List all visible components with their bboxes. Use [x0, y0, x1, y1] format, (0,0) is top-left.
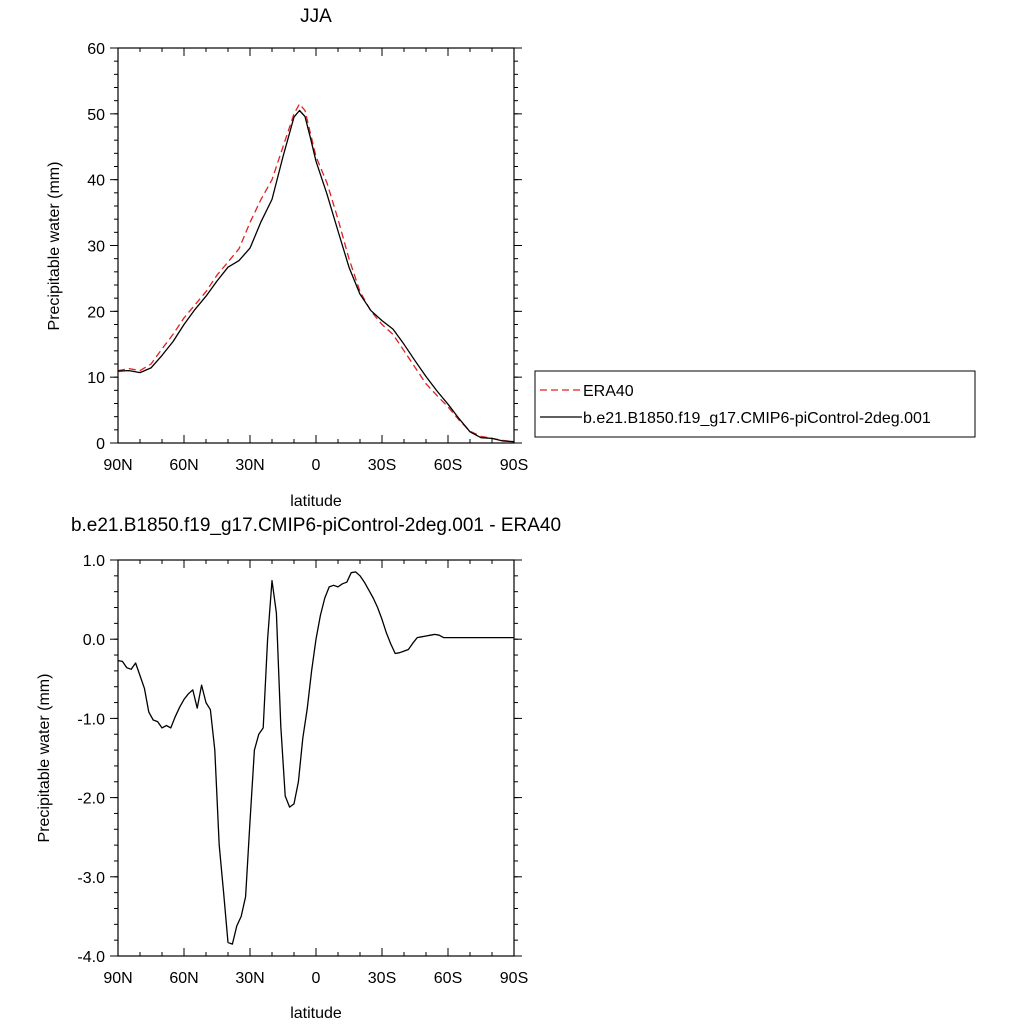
top-x-tick-label: 30S — [368, 457, 396, 474]
bottom-x-tick-label: 60N — [169, 970, 198, 987]
bottom-y-tick-label: -1.0 — [77, 711, 105, 728]
top-y-tick-label: 60 — [87, 41, 105, 58]
bottom-ticks: 90N 60N 30N 0 30S 60S 90S -4.0 -3.0 -2.0 -1.0 0.0 1.… — [77, 553, 528, 987]
top-series-line-model — [117, 109, 515, 443]
bottom-x-tick-label: 30S — [368, 970, 396, 987]
top-x-axis-label: latitude — [290, 493, 342, 510]
bottom-y-axis-label: Precipitable water (mm) — [36, 674, 53, 843]
top-x-tick-label: 60N — [169, 457, 198, 474]
top-ticks: 90N 60N 30N 0 30S 60S 90S 0 10 20 30 40 50 60 — [87, 41, 528, 474]
top-x-tick-label: 60S — [434, 457, 462, 474]
bottom-y-tick-label: -4.0 — [77, 949, 105, 966]
bottom-chart-title: b.e21.B1850.f19_g17.CMIP6-piControl-2deg… — [71, 515, 561, 536]
top-y-axis-label: Precipitable water (mm) — [46, 162, 63, 331]
top-series-line-era40 — [117, 103, 515, 443]
top-x-tick-label: 0 — [312, 457, 321, 474]
legend-frame — [534, 370, 976, 438]
bottom-y-tick-label: 0.0 — [83, 632, 105, 649]
bottom-series-lines — [117, 571, 514, 945]
bottom-y-tick-label: 1.0 — [83, 553, 105, 570]
bottom-x-tick-label: 30N — [235, 970, 264, 987]
bottom-series-line-difference — [117, 571, 514, 945]
legend: ERA40 b.e21.B1850.f19_g17.CMIP6-piContro… — [534, 370, 976, 438]
bottom-x-tick-label: 90S — [500, 970, 528, 987]
top-y-tick-label: 20 — [87, 304, 105, 321]
top-y-tick-label: 40 — [87, 173, 105, 190]
top-y-tick-label: 0 — [96, 436, 105, 453]
bottom-plot-frame — [117, 559, 515, 957]
bottom-x-tick-label: 0 — [312, 970, 321, 987]
legend-era40-label: ERA40 — [583, 383, 634, 400]
top-y-tick-label: 30 — [87, 239, 105, 256]
top-x-tick-label: 90S — [500, 457, 528, 474]
top-x-tick-label: 30N — [235, 457, 264, 474]
top-x-tick-label: 90N — [103, 457, 132, 474]
bottom-y-tick-label: -2.0 — [77, 791, 105, 808]
top-panel: JJA Precipitable water (mm) latitude 90N… — [46, 6, 528, 510]
top-chart-title: JJA — [300, 6, 332, 27]
bottom-panel: b.e21.B1850.f19_g17.CMIP6-piControl-2deg… — [36, 515, 561, 1022]
bottom-y-tick-label: -3.0 — [77, 870, 105, 887]
top-y-tick-label: 50 — [87, 107, 105, 124]
top-y-tick-label: 10 — [87, 370, 105, 387]
bottom-x-axis-label: latitude — [290, 1005, 342, 1022]
legend-model-label: b.e21.B1850.f19_g17.CMIP6-piControl-2deg… — [583, 410, 931, 427]
bottom-x-tick-label: 90N — [103, 970, 132, 987]
top-plot-frame — [117, 47, 515, 444]
bottom-x-tick-label: 60S — [434, 970, 462, 987]
top-series-lines — [117, 103, 515, 443]
